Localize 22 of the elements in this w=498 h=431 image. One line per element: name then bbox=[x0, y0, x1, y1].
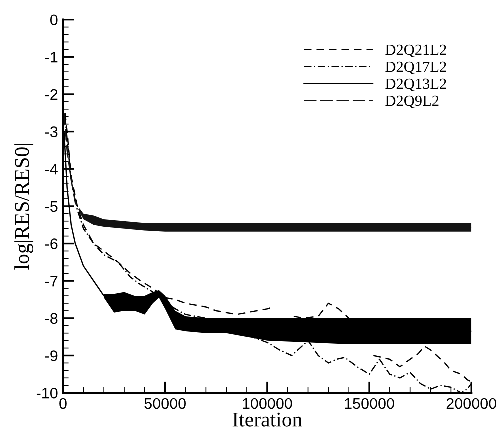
x-tick-label: 150000 bbox=[345, 398, 394, 410]
y-tick-label: -9 bbox=[45, 350, 58, 362]
y-tick-label: -8 bbox=[45, 313, 58, 324]
y-axis-title: log|RES/RES0| bbox=[14, 144, 34, 270]
y-tick-label: 0 bbox=[50, 14, 58, 26]
x-tick-label: 100000 bbox=[243, 398, 292, 410]
y-tick-label: -7 bbox=[45, 276, 58, 287]
legend-label: D2Q9L2 bbox=[386, 96, 439, 108]
x-tick-label: 50000 bbox=[144, 398, 186, 410]
y-tick-label: -10 bbox=[36, 388, 58, 399]
y-tick-label: -3 bbox=[45, 126, 58, 138]
x-tick-label: 200000 bbox=[446, 398, 496, 410]
y-tick-label: -1 bbox=[45, 52, 58, 63]
y-tick-label: -6 bbox=[45, 238, 58, 250]
y-tick-label: -5 bbox=[45, 201, 58, 212]
x-axis-title: Iteration bbox=[232, 412, 302, 427]
y-tick-label: -4 bbox=[45, 164, 58, 175]
x-tick-label: 0 bbox=[60, 398, 67, 410]
y-tick-label: -2 bbox=[45, 89, 58, 100]
legend-label: D2Q21L2 bbox=[386, 44, 446, 58]
legend-label: D2Q17L2 bbox=[386, 62, 446, 74]
legend-label: D2Q13L2 bbox=[386, 78, 446, 92]
